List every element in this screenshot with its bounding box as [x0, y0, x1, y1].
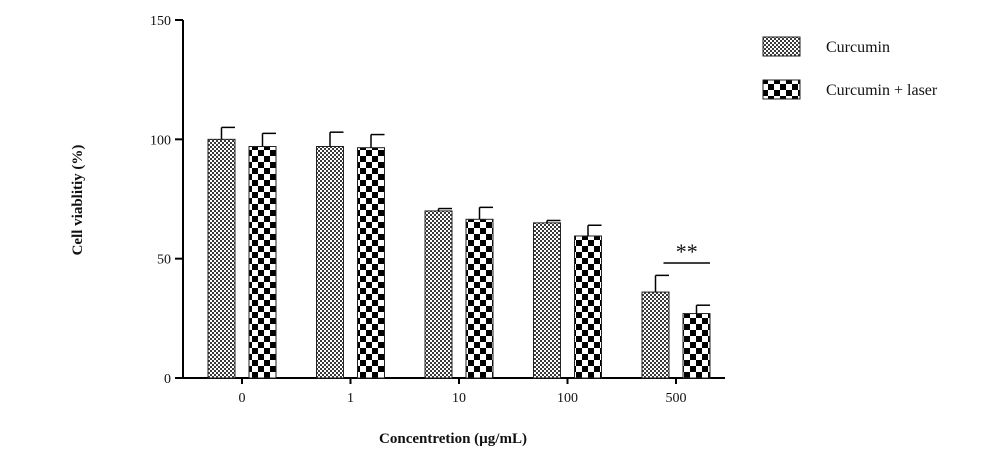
legend-swatch	[762, 36, 801, 57]
x-tick-label: 0	[239, 391, 246, 406]
bar	[682, 313, 711, 379]
y-axis-label: Cell viablitiy (%)	[70, 145, 86, 256]
bar	[316, 145, 344, 379]
significance-label: **	[676, 239, 698, 264]
bar	[533, 222, 561, 379]
bar	[465, 218, 494, 379]
legend-swatch	[762, 79, 801, 100]
y-axis: 0 50 100 150	[150, 14, 184, 387]
x-tick-label: 10	[452, 391, 466, 406]
legend-label: Curcumin	[826, 39, 890, 56]
annotations: **	[663, 239, 710, 264]
bar	[357, 147, 385, 379]
legend-label: Curcumin + laser	[826, 82, 938, 99]
x-tick-label: 1	[347, 391, 354, 406]
y-tick-label: 150	[150, 14, 171, 29]
bar	[574, 235, 602, 379]
y-tick-label: 50	[157, 253, 171, 268]
x-axis: 0 1 10 100 500	[183, 377, 725, 406]
bar	[641, 291, 670, 379]
bars	[207, 126, 711, 379]
y-tick-label: 100	[150, 133, 171, 148]
bar	[424, 210, 453, 379]
bar	[207, 138, 236, 379]
legend: Curcumin Curcumin + laser	[762, 36, 938, 100]
y-tick-label: 0	[164, 372, 171, 387]
x-tick-label: 500	[666, 391, 687, 406]
x-axis-label: Concentretion (µg/mL)	[379, 431, 527, 447]
bar	[248, 145, 277, 379]
x-tick-label: 100	[557, 391, 578, 406]
